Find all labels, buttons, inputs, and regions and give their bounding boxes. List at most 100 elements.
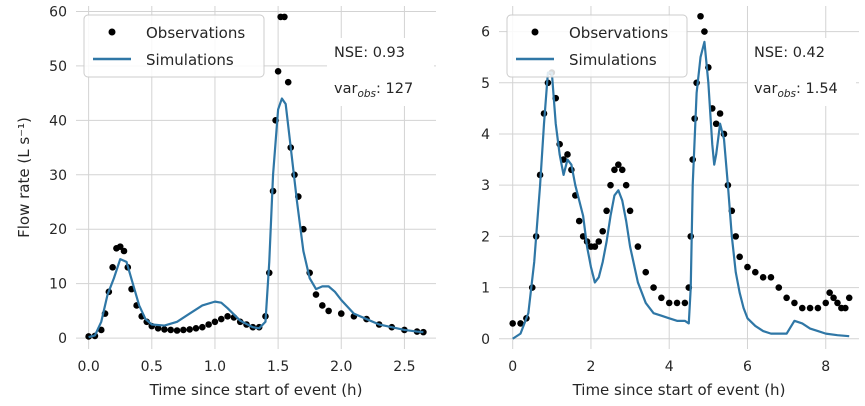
observation-point	[697, 12, 704, 20]
observation-point	[217, 315, 225, 323]
observation-point	[509, 320, 516, 327]
observation-point	[634, 243, 642, 250]
legend-frame	[506, 14, 688, 78]
observation-point	[615, 161, 622, 169]
variance-value: : 1.54	[796, 81, 838, 97]
observation-point	[626, 207, 634, 215]
observation-point	[716, 110, 724, 117]
observation-point	[775, 284, 783, 291]
observation-point	[325, 307, 332, 315]
observation-point	[211, 318, 219, 326]
observation-point	[681, 299, 689, 307]
observation-point	[173, 327, 181, 334]
observation-point	[814, 304, 822, 312]
legend: Observations Simulations	[506, 14, 688, 78]
x-axis-label: Time since start of event (h)	[149, 381, 363, 399]
simulations-line	[512, 40, 850, 340]
observation-point	[199, 323, 206, 331]
observation-point	[319, 302, 326, 309]
observation-point	[791, 299, 798, 307]
observation-point	[834, 299, 841, 307]
y-tick-label: 6	[481, 25, 490, 41]
observation-point	[205, 321, 212, 328]
y-tick-label: 4	[481, 127, 490, 143]
legend: Observations Simulations	[83, 14, 265, 78]
observation-point	[161, 326, 168, 333]
observation-point	[658, 294, 665, 302]
y-axis-label: Flow rate (L s⁻¹)	[15, 117, 33, 238]
observation-point	[517, 320, 524, 327]
observation-point	[752, 268, 759, 276]
observation-point	[806, 304, 814, 312]
legend-observations-label: Observations	[146, 24, 245, 42]
stats-annotation-box	[748, 38, 856, 106]
y-tick-label: 3	[481, 178, 490, 194]
observation-point	[650, 284, 657, 291]
legend-observations-label: Observations	[569, 24, 668, 42]
observation-point	[767, 274, 775, 281]
variance-subscript: obs	[777, 88, 796, 100]
legend-observations-marker	[531, 28, 539, 36]
observation-point	[116, 243, 124, 250]
observation-point	[603, 207, 610, 215]
observation-point	[180, 326, 187, 334]
nse-annotation: NSE: 0.93	[334, 45, 405, 61]
y-tick-label: 10	[49, 277, 67, 293]
observation-point	[665, 299, 673, 307]
nse-annotation: NSE: 0.42	[754, 45, 825, 61]
x-tick-label: 2.0	[330, 359, 352, 375]
x-tick-label: 6	[743, 359, 752, 375]
observation-point	[167, 326, 175, 334]
variance-annotation: varobs: 1.54	[754, 81, 838, 100]
x-tick-label: 0	[508, 359, 517, 375]
x-tick-label: 8	[821, 359, 830, 375]
observation-point	[591, 243, 599, 250]
observation-point	[284, 78, 292, 86]
x-tick-label: 1.5	[267, 359, 289, 375]
y-tick-label: 1	[481, 281, 490, 297]
observation-point	[673, 299, 681, 307]
observation-point	[97, 326, 105, 334]
variance-value: : 127	[376, 81, 413, 97]
legend-frame	[83, 14, 265, 78]
observation-point	[312, 291, 320, 298]
observation-point	[192, 325, 200, 332]
observation-point	[611, 166, 618, 174]
right-panel: 0 2 4 6 8 0 1 2 3 4 5 6 Time since start of event (h…	[481, 6, 859, 399]
x-tick-label: 0.5	[141, 359, 163, 375]
observation-point	[759, 274, 767, 281]
observation-point	[744, 263, 751, 271]
observation-point	[712, 120, 720, 128]
observation-point	[798, 304, 806, 312]
observation-point	[224, 313, 231, 320]
y-tick-label: 30	[49, 168, 67, 184]
observation-point	[274, 68, 282, 75]
x-axis-label: Time since start of event (h)	[572, 381, 786, 399]
observation-point	[642, 268, 650, 276]
variance-label: var	[754, 81, 777, 97]
observation-point	[281, 13, 288, 21]
observation-point	[599, 227, 606, 235]
observation-point	[618, 166, 626, 174]
observation-point	[622, 181, 630, 189]
variance-annotation: varobs: 127	[334, 81, 413, 100]
observation-point	[822, 299, 830, 307]
observation-point	[120, 247, 128, 255]
observation-point	[830, 294, 837, 302]
y-tick-label: 0	[58, 331, 67, 347]
observation-point	[575, 217, 583, 225]
observation-point	[109, 264, 116, 271]
variance-subscript: obs	[357, 88, 376, 100]
observation-point	[607, 181, 614, 189]
observation-point	[186, 326, 193, 333]
variance-label: var	[334, 81, 357, 97]
observation-point	[826, 289, 833, 296]
observation-point	[842, 304, 849, 312]
y-tick-label: 60	[49, 4, 67, 20]
left-panel: 0.0 0.5 1.0 1.5 2.0 2.5 0 10 20 30 40 50 60 Time sinc…	[15, 4, 436, 399]
y-tick-label: 20	[49, 222, 67, 238]
y-tick-label: 5	[481, 76, 490, 92]
legend-observations-marker	[108, 28, 116, 36]
x-tick-label: 2.5	[393, 359, 415, 375]
